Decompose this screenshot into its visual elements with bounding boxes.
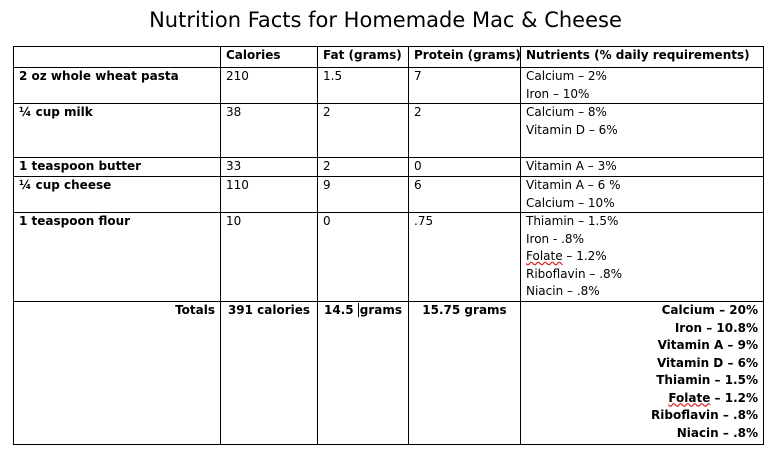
nutrient-line: Thiamin – 1.5%	[526, 214, 619, 228]
nutrients-cell: Calcium – 8% Vitamin D – 6%	[520, 103, 764, 158]
total-nutrient-line: Iron – 10.8%	[674, 320, 758, 335]
fat-cell: 2	[317, 157, 409, 177]
calories-cell: 110	[220, 176, 318, 213]
item-cell: 2 oz whole wheat pasta	[13, 67, 221, 104]
calories-cell: 38	[220, 103, 318, 158]
calories-cell: 10	[220, 212, 318, 302]
totals-fat-unit: grams	[357, 303, 403, 317]
totals-label: Totals	[13, 301, 221, 445]
protein-cell: 0	[408, 157, 521, 177]
calories-cell: 33	[220, 157, 318, 177]
table-row: ¼ cup cheese 110 9 6 Vitamin A – 6 % Cal…	[13, 176, 764, 213]
table-row: ¼ cup milk 38 2 2 Calcium – 8% Vitamin D…	[13, 103, 764, 158]
spellcheck-word: Folate	[668, 390, 711, 405]
header-nutrients: Nutrients (% daily requirements)	[520, 46, 764, 68]
totals-fat-cell: 14.5 grams	[317, 301, 409, 445]
nutrient-line: Calcium – 2%	[526, 69, 607, 83]
header-calories: Calories	[220, 46, 318, 68]
table-row: 1 teaspoon butter 33 2 0 Vitamin A – 3%	[13, 157, 764, 177]
protein-cell: 7	[408, 67, 521, 104]
header-row: Calories Fat (grams) Protein (grams) Nut…	[13, 46, 764, 68]
nutrient-line-folate: Folate – 1.2%	[526, 249, 607, 263]
totals-calories: 391 calories	[220, 301, 318, 445]
item-cell: ¼ cup milk	[13, 103, 221, 158]
fat-cell: 1.5	[317, 67, 409, 104]
nutrient-line: Iron – 10%	[526, 86, 590, 101]
nutrient-line: Riboflavin – .8%	[526, 266, 623, 281]
totals-nutrients-cell: Calcium – 20% Iron – 10.8% Vitamin A – 9…	[520, 301, 764, 445]
fat-cell: 9	[317, 176, 409, 213]
total-nutrient-line: Riboflavin – .8%	[651, 408, 758, 422]
table-row: 1 teaspoon flour 10 0 .75 Thiamin – 1.5%…	[13, 212, 764, 302]
header-item	[13, 46, 221, 68]
header-fat: Fat (grams)	[317, 46, 409, 68]
totals-row: Totals 391 calories 14.5 grams 15.75 gra…	[13, 301, 764, 445]
nutrient-line: Calcium – 8%	[526, 105, 607, 119]
nutrient-line: Calcium – 10%	[526, 195, 615, 210]
nutrients-cell: Vitamin A – 3%	[520, 157, 764, 177]
spellcheck-word: Folate	[526, 249, 563, 263]
nutrients-cell: Vitamin A – 6 % Calcium – 10%	[520, 176, 764, 213]
protein-cell: .75	[408, 212, 521, 302]
totals-fat-value: 14.5	[323, 303, 354, 317]
nutrients-cell: Thiamin – 1.5% Iron - .8% Folate – 1.2% …	[520, 212, 764, 302]
total-nutrient-line: Thiamin – 1.5%	[656, 373, 758, 387]
nutrient-line: Vitamin D – 6%	[526, 122, 618, 137]
total-nutrient-line: Calcium – 20%	[661, 303, 758, 317]
protein-cell: 6	[408, 176, 521, 213]
item-cell: ¼ cup cheese	[13, 176, 221, 213]
item-cell: 1 teaspoon flour	[13, 212, 221, 302]
nutrient-line: Niacin – .8%	[526, 284, 600, 298]
nutrition-table: Calories Fat (grams) Protein (grams) Nut…	[13, 46, 764, 445]
totals-protein: 15.75 grams	[408, 301, 521, 445]
item-cell: 1 teaspoon butter	[13, 157, 221, 177]
calories-cell: 210	[220, 67, 318, 104]
nutrient-line: Iron - .8%	[526, 231, 584, 246]
page-title: Nutrition Facts for Homemade Mac & Chees…	[149, 8, 622, 32]
nutrient-line: Vitamin A – 6 %	[526, 178, 621, 192]
total-nutrient-line: Vitamin A – 9%	[657, 338, 758, 352]
nutrients-cell: Calcium – 2% Iron – 10%	[520, 67, 764, 104]
total-nutrient-line: Niacin – .8%	[676, 425, 758, 440]
total-nutrient-line-folate: Folate – 1.2%	[668, 390, 758, 405]
fat-cell: 0	[317, 212, 409, 302]
nutrient-line: Vitamin A – 3%	[526, 159, 617, 173]
table-row: 2 oz whole wheat pasta 210 1.5 7 Calcium…	[13, 67, 764, 104]
protein-cell: 2	[408, 103, 521, 158]
fat-cell: 2	[317, 103, 409, 158]
total-nutrient-line: Vitamin D – 6%	[656, 355, 758, 370]
header-protein: Protein (grams)	[408, 46, 521, 68]
